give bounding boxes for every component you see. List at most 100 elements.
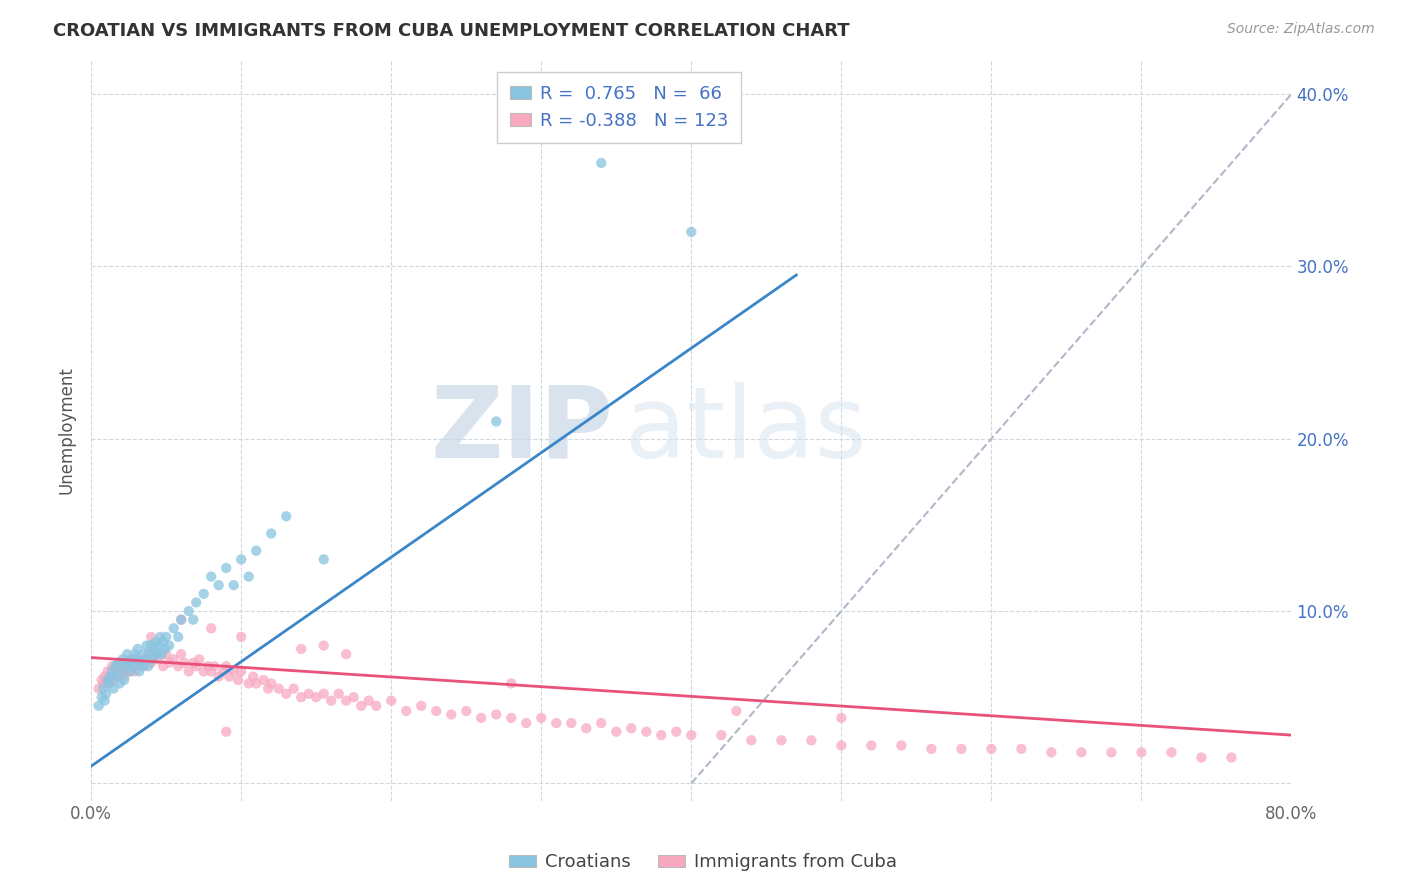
Point [197,659,219,673]
Point [108,659,131,673]
Point [170,613,193,627]
Point [193,665,215,679]
Point [950,742,973,756]
Point [173,656,195,670]
Point [485,415,508,429]
Point [112,669,135,683]
Point [222,578,245,592]
Text: Source: ZipAtlas.com: Source: ZipAtlas.com [1227,22,1375,37]
Point [121,652,143,666]
Point [411,698,433,713]
Point [890,739,912,753]
Point [136,659,159,673]
Point [87,698,110,713]
Point [260,676,283,690]
Point [312,552,335,566]
Point [1160,745,1182,759]
Point [97,673,120,687]
Point [681,225,703,239]
Point [152,659,174,673]
Point [980,742,1002,756]
Point [260,526,283,541]
Point [440,707,463,722]
Point [681,728,703,742]
Point [157,656,180,670]
Point [257,681,280,696]
Point [104,659,127,673]
Point [163,652,186,666]
Point [193,587,215,601]
Point [131,659,153,673]
Point [155,647,177,661]
Point [202,659,225,673]
Point [128,665,150,679]
Point [107,656,129,670]
Point [800,733,823,747]
Point [104,665,127,679]
Y-axis label: Unemployment: Unemployment [58,367,75,494]
Point [152,635,174,649]
Point [98,676,121,690]
Point [141,639,163,653]
Point [238,676,260,690]
Point [380,694,402,708]
Point [215,724,238,739]
Point [91,681,114,696]
Point [1099,745,1122,759]
Point [167,630,190,644]
Point [167,659,190,673]
Legend: R =  0.765   N =  66, R = -0.388   N = 123: R = 0.765 N = 66, R = -0.388 N = 123 [498,72,741,143]
Point [155,630,177,644]
Point [200,569,222,583]
Point [591,156,613,170]
Point [298,687,321,701]
Point [108,676,131,690]
Point [312,687,335,701]
Point [132,647,155,661]
Point [96,687,118,701]
Point [105,659,128,673]
Point [101,665,124,679]
Point [1191,750,1213,764]
Point [134,652,156,666]
Point [110,665,132,679]
Point [181,656,204,670]
Point [591,716,613,731]
Point [114,659,136,673]
Point [267,681,290,696]
Point [456,704,478,718]
Point [253,673,276,687]
Point [100,669,122,683]
Point [546,716,568,731]
Point [312,639,335,653]
Point [231,552,253,566]
Point [215,659,238,673]
Point [200,621,222,635]
Point [305,690,328,705]
Point [114,659,136,673]
Point [111,659,134,673]
Point [366,698,388,713]
Point [100,669,122,683]
Point [103,673,125,687]
Point [107,669,129,683]
Point [425,704,447,718]
Point [665,724,688,739]
Point [186,659,208,673]
Point [335,647,357,661]
Point [138,647,160,661]
Point [177,604,200,618]
Point [87,681,110,696]
Point [181,613,204,627]
Point [120,665,142,679]
Point [283,681,305,696]
Legend: Croatians, Immigrants from Cuba: Croatians, Immigrants from Cuba [502,847,904,879]
Point [1040,745,1063,759]
Point [127,642,149,657]
Point [112,673,135,687]
Text: ZIP: ZIP [430,382,613,479]
Point [920,742,942,756]
Point [231,665,253,679]
Point [122,652,145,666]
Point [101,659,124,673]
